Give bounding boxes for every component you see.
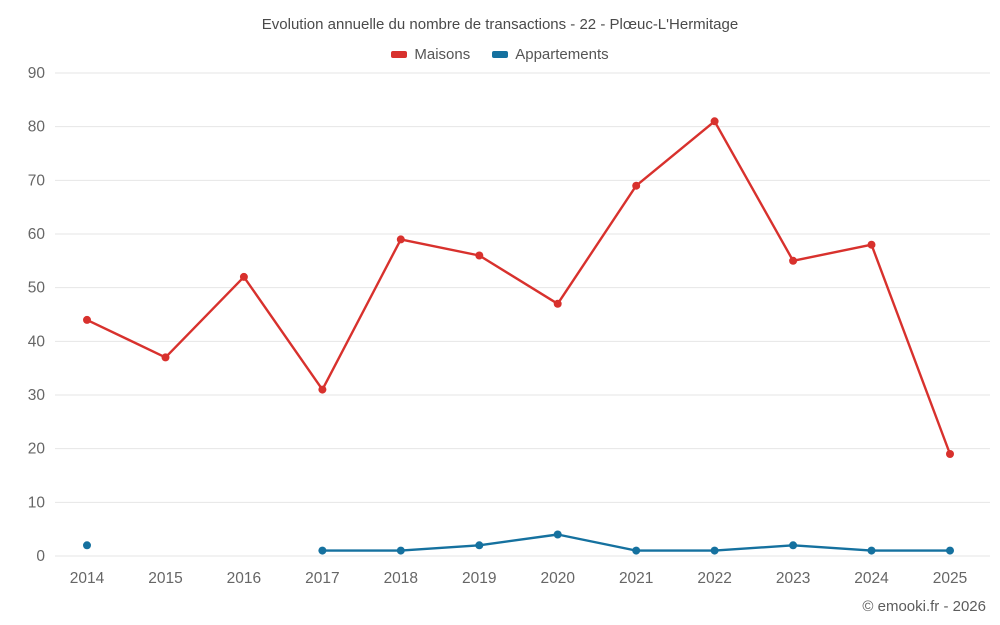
maisons-point[interactable] bbox=[789, 256, 798, 265]
x-axis-tick-label: 2020 bbox=[540, 570, 575, 587]
y-axis-tick-label: 0 bbox=[36, 548, 45, 565]
appartements-point[interactable] bbox=[632, 546, 641, 555]
appartements-point[interactable] bbox=[396, 546, 405, 555]
maisons-point[interactable] bbox=[239, 272, 248, 281]
x-axis-tick-label: 2018 bbox=[384, 570, 418, 587]
y-axis-tick-label: 30 bbox=[28, 387, 46, 404]
maisons-point[interactable] bbox=[161, 353, 170, 362]
y-axis-tick-label: 90 bbox=[28, 65, 46, 82]
y-axis-tick-label: 80 bbox=[28, 119, 46, 136]
appartements-point[interactable] bbox=[475, 541, 484, 550]
legend-item-appartements[interactable]: Appartements bbox=[492, 46, 609, 63]
maisons-point[interactable] bbox=[632, 181, 641, 190]
copyright-text: © emooki.fr - 2026 bbox=[862, 598, 986, 615]
appartements-point[interactable] bbox=[318, 546, 327, 555]
x-axis-tick-label: 2024 bbox=[854, 570, 889, 587]
legend-label-maisons: Maisons bbox=[414, 46, 471, 63]
appartements-point[interactable] bbox=[946, 546, 954, 555]
x-axis-tick-label: 2014 bbox=[70, 570, 105, 587]
x-axis-tick-label: 2021 bbox=[619, 570, 653, 587]
maisons-point[interactable] bbox=[710, 117, 719, 126]
x-axis-tick-label: 2022 bbox=[697, 570, 731, 587]
x-axis-tick-label: 2017 bbox=[305, 570, 339, 587]
y-axis-tick-label: 60 bbox=[28, 226, 46, 243]
appartements-legend-marker-icon bbox=[492, 51, 509, 58]
x-axis-tick-label: 2025 bbox=[933, 570, 967, 587]
maisons-line bbox=[85, 120, 952, 456]
appartements-point[interactable] bbox=[789, 541, 798, 550]
y-axis-tick-label: 50 bbox=[28, 280, 46, 297]
maisons-point[interactable] bbox=[867, 240, 876, 249]
appartements-point[interactable] bbox=[83, 541, 91, 550]
appartements-point[interactable] bbox=[867, 546, 876, 555]
x-axis-tick-label: 2015 bbox=[148, 570, 182, 587]
maisons-point[interactable] bbox=[396, 235, 405, 244]
legend-item-maisons[interactable]: Maisons bbox=[391, 46, 470, 63]
chart-title: Evolution annuelle du nombre de transact… bbox=[261, 16, 739, 33]
chart-legend: Maisons Appartements bbox=[0, 46, 1000, 63]
y-axis-tick-label: 40 bbox=[28, 333, 46, 350]
x-axis-tick-label: 2019 bbox=[462, 570, 496, 587]
maisons-point[interactable] bbox=[83, 315, 91, 324]
maisons-point[interactable] bbox=[475, 251, 484, 260]
y-axis-tick-label: 70 bbox=[28, 172, 46, 189]
maisons-point[interactable] bbox=[946, 450, 954, 458]
maisons-legend-marker-icon bbox=[391, 51, 408, 58]
appartements-point[interactable] bbox=[710, 546, 719, 555]
legend-label-appartements: Appartements bbox=[515, 46, 609, 63]
y-axis-tick-label: 10 bbox=[28, 494, 46, 511]
maisons-point[interactable] bbox=[318, 385, 327, 394]
y-axis-tick-label: 20 bbox=[28, 441, 46, 458]
x-axis-tick-label: 2016 bbox=[227, 570, 261, 587]
appartements-point[interactable] bbox=[553, 530, 562, 539]
maisons-point[interactable] bbox=[553, 299, 562, 308]
x-axis-tick-label: 2023 bbox=[776, 570, 810, 587]
